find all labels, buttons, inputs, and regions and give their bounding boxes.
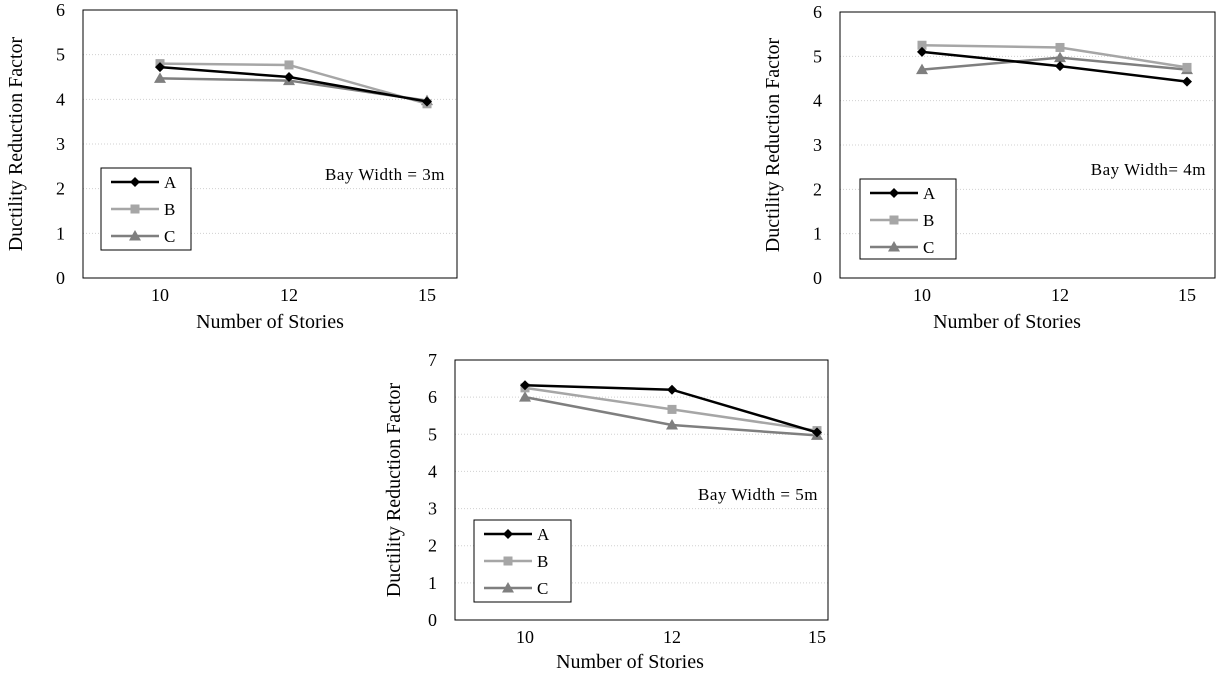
legend: ABC [859,178,957,260]
data-point-C [1054,51,1066,63]
x-tick-label: 12 [663,627,681,647]
legend-label: B [923,211,934,230]
x-axis-title: Number of Stories [556,651,704,673]
y-tick-label: 6 [56,0,65,20]
y-axis-title: Ductility Reduction Factor [5,36,27,251]
data-point-B [1182,62,1192,72]
y-tick-label: 0 [428,610,437,630]
data-point-C [154,72,166,83]
y-tick-label: 5 [813,46,822,66]
bay-width-annotation: Bay Width = 5m [698,485,818,504]
y-tick-label: 4 [813,91,822,111]
legend-marker [888,241,900,252]
legend-marker [130,177,140,187]
legend-label: C [537,579,548,598]
data-point-A [155,62,165,73]
legend-label: A [537,525,550,544]
y-tick-label: 5 [56,45,65,65]
data-point-A [1182,76,1192,87]
legend-label: C [923,238,934,257]
y-tick-label: 3 [428,499,437,519]
y-tick-label: 2 [428,536,437,556]
legend-label: A [923,184,936,203]
plot-area [454,359,829,621]
legend-label: C [164,227,175,246]
legend-label: B [164,200,175,219]
plot-area [82,9,458,279]
data-point-B [1055,42,1065,52]
legend-marker [130,204,140,214]
y-tick-label: 6 [428,387,437,407]
data-point-C [519,391,531,402]
data-point-A [917,46,927,57]
series-A [917,46,1192,87]
series-B [917,40,1192,72]
data-point-A [812,427,822,438]
legend-label: A [164,173,177,192]
data-point-A [667,384,677,395]
data-point-C [666,419,678,430]
data-point-B [917,40,927,50]
x-tick-label: 12 [1051,285,1069,305]
y-tick-label: 7 [428,350,437,370]
y-tick-label: 2 [813,179,822,199]
legend-marker [502,582,514,593]
data-point-A [1055,61,1065,72]
x-tick-label: 15 [418,285,436,305]
x-tick-label: 10 [913,285,931,305]
y-tick-label: 6 [813,2,822,22]
x-tick-label: 15 [1178,285,1196,305]
legend-marker [889,188,899,198]
data-point-C [916,63,928,75]
plot-area [839,11,1216,279]
x-tick-label: 15 [808,627,826,647]
series-C [519,391,823,440]
data-point-B [667,404,677,414]
series-line-C [159,77,428,102]
y-tick-label: 5 [428,424,437,444]
series-line-C [524,395,818,437]
x-tick-label: 12 [280,285,298,305]
y-tick-label: 1 [428,573,437,593]
y-axis-title: Ductility Reduction Factor [383,382,405,597]
data-point-A [284,72,294,82]
y-tick-label: 0 [813,268,822,288]
data-point-A [520,380,530,391]
y-tick-label: 3 [813,135,822,155]
y-tick-label: 3 [56,134,65,154]
y-axis-title: Ductility Reduction Factor [762,37,784,252]
legend-marker [889,215,899,225]
bay-width-annotation: Bay Width = 3m [325,165,445,184]
x-axis-title: Number of Stories [933,311,1081,333]
legend-marker [503,529,513,539]
bay-width-annotation: Bay Width= 4m [1091,160,1206,179]
x-tick-label: 10 [151,285,169,305]
legend: ABC [100,167,192,251]
y-tick-label: 1 [813,224,822,244]
x-axis-title: Number of Stories [196,311,344,333]
data-point-B [284,60,294,70]
series-A [520,380,822,438]
y-tick-label: 0 [56,268,65,288]
x-tick-label: 10 [516,627,534,647]
y-tick-label: 2 [56,179,65,199]
series-line-C [921,56,1188,71]
legend: ABC [473,519,572,603]
legend-label: B [537,552,548,571]
y-tick-label: 4 [428,461,437,481]
series-A [155,62,432,107]
y-tick-label: 1 [56,223,65,243]
data-point-A [422,96,432,107]
y-tick-label: 4 [56,89,65,109]
legend-marker [129,230,141,241]
legend-marker [503,556,513,566]
